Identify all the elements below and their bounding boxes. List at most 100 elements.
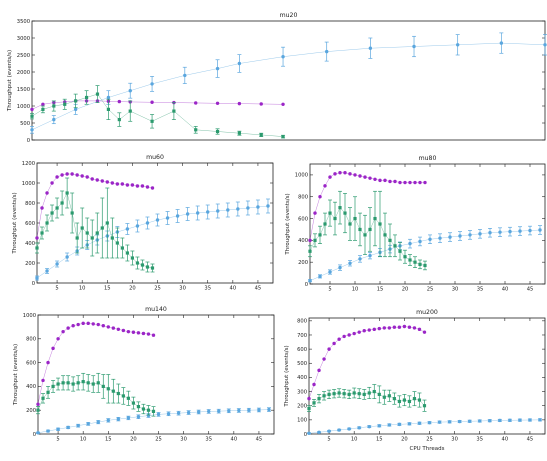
- data-point: [35, 276, 39, 280]
- data-point: [175, 214, 180, 218]
- y-tick-label: 800: [25, 201, 35, 207]
- x-tick-label: 35: [476, 437, 483, 443]
- data-point: [347, 333, 351, 337]
- data-point: [322, 357, 326, 361]
- data-point: [125, 183, 130, 187]
- series-0: [30, 32, 547, 134]
- data-point: [136, 405, 141, 409]
- y-axis-title: Throughput (events/s): [12, 192, 18, 254]
- data-point: [237, 101, 242, 106]
- data-point: [457, 419, 462, 424]
- data-point: [151, 409, 156, 413]
- y-tick-label: 1000: [17, 104, 30, 110]
- data-point: [382, 395, 386, 399]
- data-point: [313, 238, 317, 242]
- data-point: [150, 186, 155, 190]
- data-point: [81, 380, 85, 384]
- data-point: [318, 195, 322, 199]
- y-tick-label: 1000: [23, 313, 36, 319]
- data-point: [140, 263, 145, 267]
- data-point: [318, 274, 322, 279]
- data-point: [348, 222, 352, 226]
- data-point: [96, 420, 100, 424]
- x-tick-label: 20: [129, 286, 136, 292]
- data-point: [110, 181, 115, 185]
- y-tick-label: 0: [33, 432, 36, 438]
- data-point: [259, 102, 263, 106]
- data-point: [448, 235, 452, 239]
- data-point: [397, 325, 402, 329]
- y-tick-label: 800: [298, 195, 308, 201]
- data-point: [166, 412, 171, 416]
- data-point: [126, 329, 131, 334]
- data-point: [111, 389, 115, 393]
- data-point: [75, 236, 79, 240]
- data-point: [392, 397, 396, 401]
- data-point: [392, 325, 397, 329]
- data-point: [368, 253, 372, 258]
- data-point: [407, 399, 412, 404]
- x-tick-label: 10: [351, 437, 358, 443]
- data-point: [488, 231, 492, 235]
- data-point: [307, 406, 311, 411]
- data-point: [35, 236, 39, 240]
- data-point: [357, 426, 361, 430]
- data-point: [332, 392, 336, 396]
- data-point: [353, 216, 357, 221]
- panel-title: mu80: [419, 155, 437, 162]
- data-point: [348, 261, 352, 265]
- data-point: [126, 416, 131, 420]
- data-point: [81, 321, 85, 326]
- data-point: [327, 429, 331, 433]
- data-point: [125, 251, 129, 255]
- data-point: [91, 322, 95, 326]
- data-point: [499, 41, 504, 45]
- data-point: [363, 175, 367, 179]
- data-point: [41, 378, 45, 383]
- x-tick-label: 30: [179, 286, 186, 292]
- data-point: [388, 238, 392, 242]
- x-tick-label: 45: [256, 437, 263, 443]
- data-point: [150, 100, 154, 104]
- series-2: [30, 85, 286, 139]
- data-point: [362, 329, 366, 333]
- x-tick-label: 25: [155, 437, 162, 443]
- x-tick-label: 20: [402, 287, 409, 293]
- data-point: [84, 95, 89, 100]
- data-point: [217, 409, 221, 413]
- data-point: [333, 216, 337, 221]
- data-point: [403, 255, 407, 259]
- plot-frame: [308, 317, 546, 435]
- data-point: [65, 191, 69, 195]
- data-point: [128, 89, 132, 93]
- data-point: [74, 99, 78, 103]
- data-point: [408, 241, 412, 246]
- data-point: [115, 182, 120, 186]
- y-tick-label: 0: [304, 432, 307, 438]
- data-point: [332, 341, 336, 346]
- data-point: [347, 427, 351, 431]
- data-point: [407, 422, 412, 426]
- data-point: [95, 92, 100, 96]
- data-point: [46, 360, 50, 365]
- data-point: [377, 326, 381, 331]
- x-tick-label: 35: [205, 437, 212, 443]
- data-point: [382, 326, 387, 330]
- data-point: [45, 269, 49, 273]
- data-point: [46, 429, 50, 433]
- data-point: [71, 324, 75, 328]
- x-tick-label: 20: [401, 437, 408, 443]
- data-point: [121, 328, 126, 333]
- data-point: [427, 420, 432, 425]
- data-point: [65, 172, 69, 176]
- x-tick-label: 30: [452, 287, 459, 293]
- panel-title: mu140: [145, 306, 167, 313]
- data-point: [41, 396, 45, 400]
- y-tick-label: 1200: [22, 161, 35, 167]
- data-point: [135, 184, 140, 188]
- data-point: [151, 333, 156, 337]
- data-point: [145, 185, 150, 189]
- data-point: [30, 114, 34, 118]
- series-1: [35, 172, 155, 240]
- data-point: [397, 422, 402, 427]
